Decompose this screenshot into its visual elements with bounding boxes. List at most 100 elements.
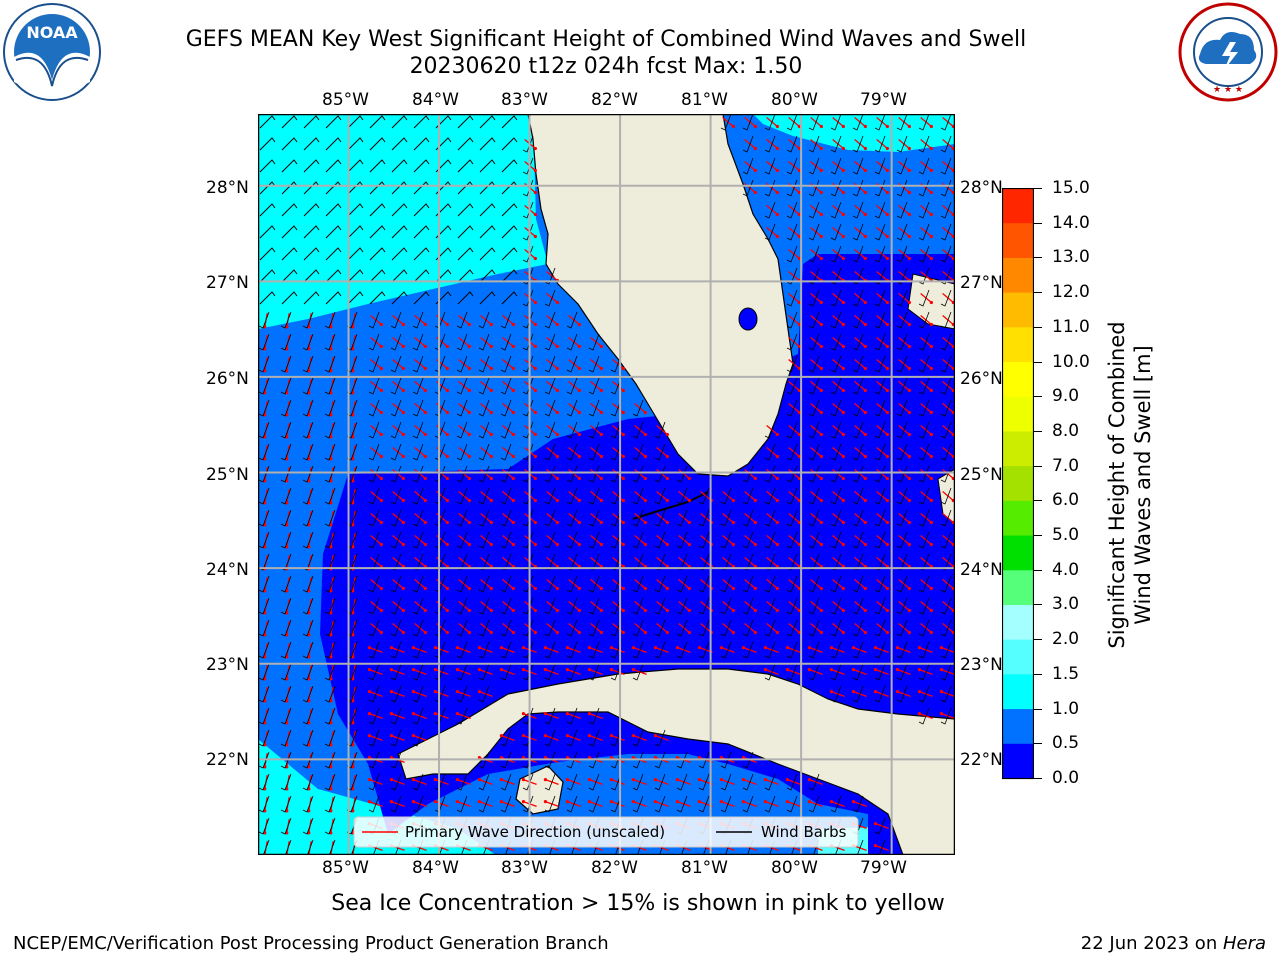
wave-direction-arrowhead [863, 322, 867, 327]
wave-direction-arrowhead [599, 366, 603, 371]
wind-barb [412, 575, 424, 593]
wind-barb [632, 575, 644, 593]
wave-direction-arrowhead [863, 300, 867, 305]
wind-barb [479, 247, 496, 261]
wind-barb [830, 465, 842, 483]
wave-direction-arrowhead [401, 630, 405, 635]
wave-direction-arrowhead [863, 410, 867, 415]
wave-direction-arrowhead [445, 586, 449, 591]
wind-barb [918, 465, 930, 483]
wave-direction-arrowhead [423, 630, 427, 635]
wave-direction-arrowhead [455, 668, 460, 672]
wave-direction-arrowhead [423, 388, 427, 393]
wind-barb [478, 795, 490, 813]
wind-barb [501, 225, 518, 239]
wind-barb [391, 203, 408, 217]
wind-barb [764, 663, 776, 681]
wind-barb [918, 421, 930, 439]
wind-barb [413, 247, 430, 261]
wave-direction-arrowhead [631, 734, 636, 738]
wind-barb [500, 311, 512, 329]
wind-barb [632, 641, 644, 659]
wave-direction-arrowhead [565, 668, 570, 672]
wind-barb [830, 443, 842, 461]
wave-direction-arrowhead [511, 432, 515, 437]
wind-barb [676, 509, 688, 527]
wave-direction-arrowhead [643, 586, 647, 591]
wind-barb [500, 729, 512, 747]
wind-barb [896, 267, 908, 285]
wind-barb [280, 487, 292, 505]
wind-barb [368, 751, 380, 769]
wave-direction-arrowhead [599, 630, 603, 635]
wind-barb [324, 751, 336, 769]
wave-direction-arrowhead [665, 586, 669, 591]
wind-barb [478, 663, 490, 681]
wind-barb [808, 619, 820, 637]
wave-direction-arrowhead [577, 344, 581, 349]
map-legend: Primary Wave Direction (unscaled) Wind B… [353, 816, 859, 848]
wave-direction-arrowhead [863, 630, 867, 635]
wind-barb [280, 597, 292, 615]
wave-direction-arrowhead [939, 712, 944, 716]
wave-direction-arrowhead [775, 212, 779, 217]
wind-barb [918, 245, 930, 263]
wave-direction-arrowhead [379, 366, 383, 371]
wind-barb [852, 663, 864, 681]
wind-barb [830, 575, 842, 593]
wind-barb [588, 421, 600, 439]
wind-barb [500, 399, 512, 417]
wind-barb [632, 751, 644, 769]
wind-barb [456, 641, 468, 659]
wind-barb [391, 159, 408, 173]
wave-direction-arrowhead [587, 734, 592, 738]
wind-barb [786, 267, 798, 285]
wind-barb [391, 181, 408, 195]
wind-barb [478, 597, 490, 615]
wind-barb [786, 663, 798, 681]
wind-barb [280, 531, 292, 549]
wind-barb [852, 377, 864, 395]
wind-barb [368, 355, 380, 373]
wave-direction-arrowhead [379, 520, 383, 525]
colorbar-tick-mark [1034, 604, 1042, 606]
wave-direction-arrowhead [753, 586, 757, 591]
wind-barb [610, 487, 622, 505]
wind-barb [918, 377, 930, 395]
wave-direction-arrowhead [851, 800, 856, 804]
wind-barb [258, 641, 270, 659]
wind-barb [632, 399, 644, 417]
wind-barb [940, 443, 952, 461]
wave-direction-arrowhead [687, 608, 691, 613]
lat-tick-left: 22°N [206, 750, 249, 770]
wave-direction-arrowhead [885, 542, 889, 547]
wind-barb [830, 311, 842, 329]
wind-barb [258, 421, 270, 439]
wind-barb [940, 223, 952, 241]
wind-barb [522, 751, 534, 769]
wind-barb [479, 291, 496, 305]
wave-direction-arrowhead [741, 646, 746, 650]
wave-direction-arrowhead [533, 630, 537, 635]
wave-direction-arrowhead [423, 366, 427, 371]
wave-direction-arrowhead [423, 476, 427, 481]
wind-barb [390, 707, 402, 725]
wave-direction-arrowhead [907, 212, 911, 217]
wind-barb [412, 311, 424, 329]
wave-direction-arrowhead [555, 366, 559, 371]
wind-barb [676, 795, 688, 813]
wave-direction-arrowhead [885, 322, 889, 327]
wave-direction-arrowhead [577, 586, 581, 591]
wave-direction-arrowhead [929, 630, 933, 635]
wave-direction-arrowhead [929, 454, 933, 459]
wave-direction-arrowhead [873, 646, 878, 650]
wave-direction-arrowhead [499, 778, 504, 782]
wind-barb [390, 619, 402, 637]
wave-direction-arrowhead [863, 520, 867, 525]
wind-barb [588, 751, 600, 769]
wind-barb [676, 773, 688, 791]
wind-barb [258, 619, 270, 637]
wind-barb [457, 181, 474, 195]
wind-barb [654, 795, 666, 813]
wind-barb [281, 159, 298, 173]
